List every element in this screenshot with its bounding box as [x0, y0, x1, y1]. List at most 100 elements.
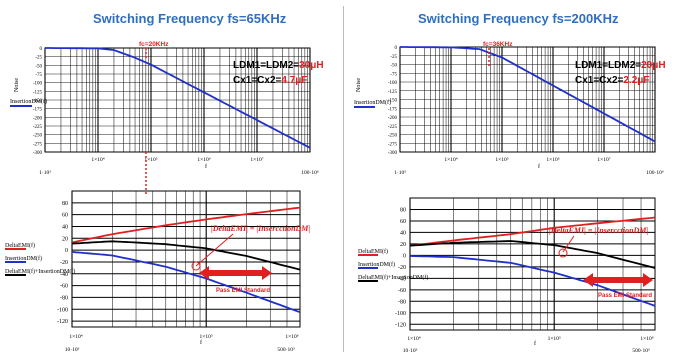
left-top-ytick-label: -125 — [33, 90, 43, 95]
left-fc-label: fc=20KHz — [139, 41, 169, 48]
left-bottom-xlabel: f — [200, 339, 202, 346]
right-panel-title: Switching Frequency fs=200KHz — [418, 11, 619, 26]
right-bottom-ytick-label: -80 — [398, 299, 406, 305]
right-equation-circle — [558, 248, 568, 258]
left-top-ytick-label: -100 — [33, 82, 43, 87]
right-bottom-series-deltaemi-f-insertiondm-f — [409, 240, 656, 269]
right-top-xtick-label: 1×10⁶ — [546, 157, 559, 163]
left-pass-label: Pass EMI Standard — [216, 288, 270, 294]
left-top-ytick-label: -250 — [33, 134, 43, 139]
right-top-ytick-label: 0 — [395, 46, 398, 51]
right-top-ytick-label: -100 — [388, 81, 398, 86]
left-bottom-ytick-label: 60 — [62, 213, 68, 219]
right-bottom-xtick-label: 1×10⁴ — [407, 336, 420, 342]
left-bottom-xtick-label: 1×10⁵ — [200, 334, 213, 340]
left-equation-pointer — [195, 233, 234, 267]
left-bottom-series-deltaemi-f-insertiondm-f — [71, 240, 301, 271]
left-legend-delta: DeltaEMI(f) — [5, 242, 35, 249]
right-bottom-ytick-label: -100 — [395, 311, 406, 317]
right-top-xtick-label: 1×10⁴ — [444, 157, 457, 163]
left-top-ytick-label: -150 — [33, 99, 43, 104]
right-top-xtick-label: 1×10⁵ — [495, 157, 508, 163]
right-bottom-xtick-label: 1×10⁶ — [640, 336, 653, 342]
right-top-ytick-label: -150 — [388, 99, 398, 104]
right-bottom-ytick-label: 60 — [400, 219, 406, 225]
left-top-xtick-label: 100·10⁶ — [301, 170, 319, 176]
tick-layer: 0-25-50-75-100-125-150-175-200-225-250-2… — [33, 46, 664, 354]
left-bottom-ytick-label: 0 — [65, 248, 68, 254]
right-top-ytick-label: -250 — [388, 134, 398, 139]
left-top-xlabel: f — [205, 163, 207, 170]
right-bottom-xtick-label: 10·10³ — [403, 348, 418, 354]
right-legend-sum: DeltaEMI(f)+InsertionDM(f) — [358, 274, 428, 281]
right-top-xlabel: f — [538, 163, 540, 170]
left-top-ytick-label: -175 — [33, 108, 43, 113]
right-top-ytick-label: -75 — [390, 72, 397, 77]
left-top-xtick-label: 1×10⁴ — [91, 157, 104, 163]
right-legend-delta: DeltaEMI(f) — [358, 248, 388, 255]
left-top-xtick-label: 1·10³ — [39, 170, 51, 176]
left-bottom-ytick-label: -100 — [57, 307, 68, 313]
left-bottom-xtick-label: 10·10³ — [65, 347, 80, 353]
panel-divider — [343, 6, 344, 352]
right-equation: |DeltaEMI| = |InsercctionDM| — [549, 226, 648, 235]
right-bottom-ytick-label: 0 — [403, 253, 406, 259]
left-panel-title: Switching Frequency fs=65KHz — [93, 11, 287, 26]
right-bottom-xtick-label: 500·10³ — [632, 348, 650, 354]
left-top-xtick-label: 1×10⁷ — [250, 157, 263, 163]
right-top-ytick-label: -225 — [388, 125, 398, 130]
left-bottom-ytick-label: -80 — [60, 295, 68, 301]
right-top-ytick-label: -275 — [388, 142, 398, 147]
left-top-series-insertiondm-f — [45, 47, 311, 149]
right-top-xtick-label: 100·10⁶ — [646, 170, 664, 176]
left-bottom-ytick-label: -60 — [60, 284, 68, 290]
left-bottom-ytick-label: -120 — [57, 319, 68, 325]
right-bottom-ytick-label: 20 — [400, 242, 406, 248]
left-bottom-ytick-label: 80 — [62, 201, 68, 207]
left-top-ytick-label: -300 — [33, 151, 43, 156]
right-top-ytick-label: -125 — [388, 90, 398, 95]
left-bottom-ytick-label: -20 — [60, 260, 68, 266]
left-top-ytick-label: -225 — [33, 125, 43, 130]
left-top-ytick-label: 0 — [40, 47, 43, 52]
right-bottom-series-deltaemi-f — [409, 216, 656, 247]
left-bottom-xtick-label: 1×10⁶ — [285, 334, 298, 340]
right-bottom-xlabel: f — [534, 340, 536, 347]
right-pass-arrow — [583, 273, 653, 287]
grid-layer — [44, 46, 656, 331]
right-bottom-ytick-label: 80 — [400, 207, 406, 213]
right-top-series-insertiondm-f — [400, 46, 656, 143]
right-top-ytick-label: -50 — [390, 64, 397, 69]
left-legend-sum: DeltaEMI(f)+InsertionDM(f) — [5, 268, 75, 275]
left-top-xtick-label: 1×10⁵ — [144, 157, 157, 163]
left-cx-text: Cx1=Cx2=4.7μF — [233, 75, 308, 86]
left-top-ylabel: Noise — [14, 78, 20, 92]
right-top-xtick-label: 1·10³ — [394, 170, 406, 176]
right-fc-label: fc=36KHz — [483, 41, 513, 48]
right-bottom-xtick-label: 1×10⁵ — [548, 336, 561, 342]
right-top-xtick-label: 1×10⁷ — [597, 157, 610, 163]
right-ldm-text: LDM1=LDM2=20μH — [575, 60, 666, 71]
left-top-xtick-label: 1×10⁶ — [197, 157, 210, 163]
left-top-legend-label: InsertionDM(f) — [10, 98, 47, 105]
right-cx-text: Cx1=Cx2=2.2μF — [575, 75, 650, 86]
right-bottom-ytick-label: -120 — [395, 322, 406, 328]
left-pass-arrow — [199, 266, 272, 280]
left-top-ytick-label: -50 — [35, 64, 42, 69]
right-top-ytick-label: -300 — [388, 151, 398, 156]
left-equation-circle — [191, 261, 201, 271]
right-legend-insertion: InsertionDM(f) — [358, 261, 395, 268]
right-top-ytick-label: -200 — [388, 116, 398, 121]
right-top-ytick-label: -25 — [390, 55, 397, 60]
right-top-ylabel: Noise — [356, 78, 362, 92]
annotation-layer: fc=20KHz LDM1=LDM2=30μH Cx1=Cx2=4.7μF In… — [5, 41, 666, 347]
left-top-ytick-label: -75 — [35, 73, 42, 78]
right-bottom-ytick-label: 40 — [400, 230, 406, 236]
left-ldm-text: LDM1=LDM2=30μH — [233, 60, 324, 71]
right-top-legend-label: InsertionDM(f) — [354, 99, 391, 106]
left-top-ytick-label: -25 — [35, 56, 42, 61]
left-bottom-ytick-label: -40 — [60, 272, 68, 278]
right-bottom-series-insertiondm-f — [409, 255, 656, 307]
series-layer — [45, 46, 656, 314]
